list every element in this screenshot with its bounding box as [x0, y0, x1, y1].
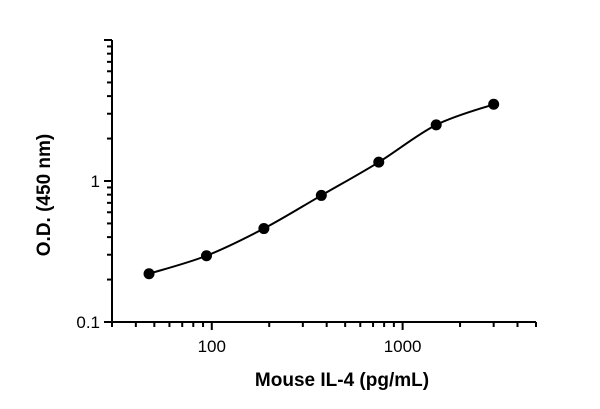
data-point [488, 98, 500, 110]
data-point [315, 189, 327, 201]
data-point [373, 156, 385, 168]
data-point [143, 268, 155, 280]
y-tick-label: 0.1 [76, 313, 100, 332]
ticks [104, 39, 537, 330]
fit-curve [148, 103, 495, 275]
y-axis-title: O.D. (450 nm) [34, 134, 55, 256]
x-axis-title: Mouse IL-4 (pg/mL) [255, 370, 429, 391]
data-point [430, 119, 442, 131]
axes [111, 40, 536, 323]
tick-labels: 100 1000 0.1 1 [76, 172, 421, 356]
data-points [143, 98, 500, 280]
data-point [258, 223, 270, 235]
y-tick-label: 1 [91, 172, 100, 191]
data-point [200, 250, 212, 262]
x-tick-label: 1000 [384, 337, 422, 356]
x-tick-label: 100 [198, 337, 226, 356]
